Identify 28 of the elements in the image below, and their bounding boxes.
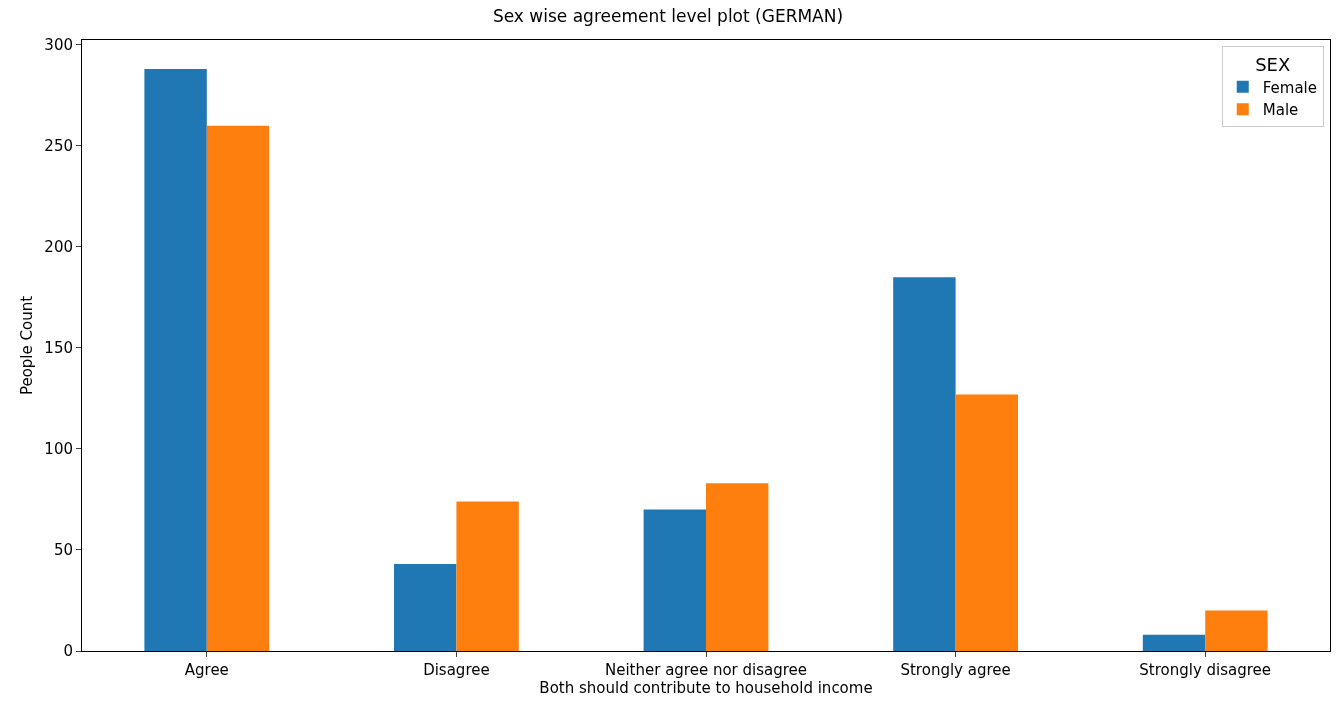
bar (456, 501, 519, 651)
bar (394, 564, 457, 651)
x-tick-label: Neither agree nor disagree (604, 661, 808, 679)
x-tick-label: Agree (184, 661, 229, 679)
legend-label: Male (1262, 101, 1299, 120)
x-tick-label: Strongly agree (900, 661, 1011, 679)
y-tick-label: 300 (44, 36, 73, 55)
y-tick-label: 50 (53, 541, 73, 560)
legend-title: SEX (1255, 53, 1291, 75)
legend-label: Female (1262, 78, 1318, 97)
chart-title: Sex wise agreement level plot (GERMAN) (492, 6, 844, 27)
y-tick-label: 100 (44, 440, 73, 459)
y-tick-label: 0 (63, 642, 73, 661)
x-axis-title: Both should contribute to household income (539, 679, 873, 697)
bar (1205, 610, 1268, 651)
bar (893, 277, 956, 651)
bar (706, 483, 769, 651)
bar (955, 394, 1018, 651)
bar (643, 509, 706, 651)
y-tick-label: 200 (44, 238, 73, 257)
x-tick-label: Strongly disagree (1139, 661, 1272, 679)
y-tick-label: 150 (44, 339, 73, 358)
bar (206, 125, 270, 651)
x-tick-label: Disagree (423, 661, 490, 679)
bar (144, 69, 207, 651)
y-axis-title: People Count (17, 295, 36, 396)
bar (1142, 634, 1206, 651)
y-tick-label: 250 (44, 137, 73, 156)
